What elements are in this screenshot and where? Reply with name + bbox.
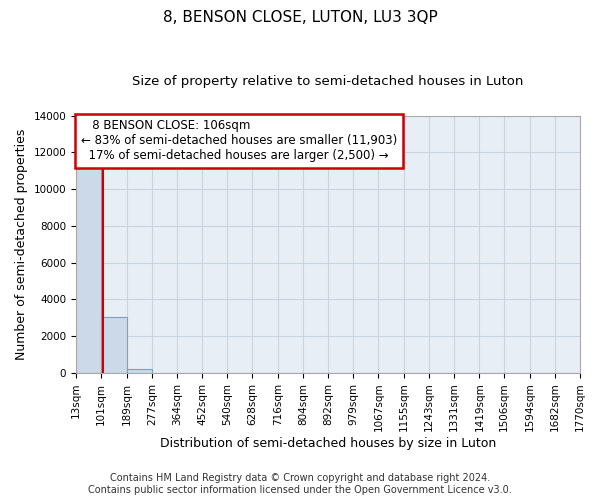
Bar	[127, 370, 152, 373]
Bar	[76, 165, 101, 373]
Text: 8, BENSON CLOSE, LUTON, LU3 3QP: 8, BENSON CLOSE, LUTON, LU3 3QP	[163, 10, 437, 25]
Text: 8 BENSON CLOSE: 106sqm
← 83% of semi-detached houses are smaller (11,903)
  17% : 8 BENSON CLOSE: 106sqm ← 83% of semi-det…	[81, 120, 397, 162]
Text: Contains HM Land Registry data © Crown copyright and database right 2024.
Contai: Contains HM Land Registry data © Crown c…	[88, 474, 512, 495]
Title: Size of property relative to semi-detached houses in Luton: Size of property relative to semi-detach…	[133, 75, 524, 88]
Y-axis label: Number of semi-detached properties: Number of semi-detached properties	[15, 128, 28, 360]
Bar	[101, 317, 127, 373]
X-axis label: Distribution of semi-detached houses by size in Luton: Distribution of semi-detached houses by …	[160, 437, 496, 450]
